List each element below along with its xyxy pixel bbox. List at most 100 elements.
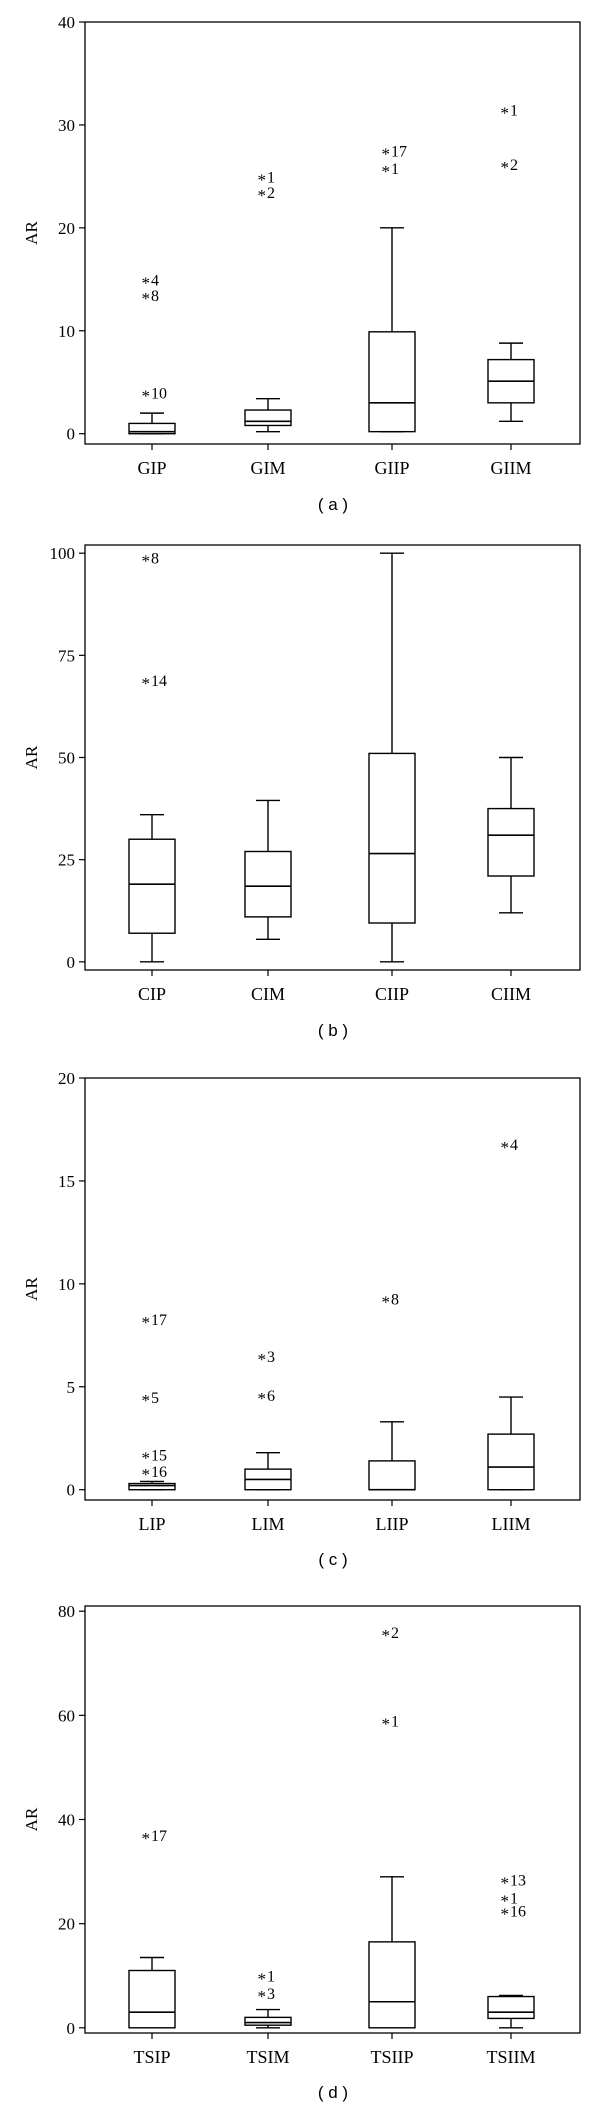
iqr-box [244, 2016, 292, 2026]
outlier-marker: * [258, 1970, 267, 1989]
outlier-label: 2 [510, 157, 518, 174]
box-GIM [244, 398, 292, 433]
outlier-marker: * [258, 186, 267, 205]
panel-caption: ( a ) [318, 495, 348, 514]
outlier-marker: * [501, 158, 510, 177]
x-tick-label: GIIP [375, 458, 410, 478]
outlier-marker: * [142, 1313, 151, 1332]
box-CIIP [368, 552, 416, 963]
outlier-marker: * [142, 387, 151, 406]
outlier-label: 13 [510, 1872, 526, 1889]
iqr-box [128, 1969, 176, 2029]
outlier-marker: * [501, 103, 510, 122]
x-tick-label: TSIIP [370, 2047, 413, 2067]
x-tick-label: LIM [252, 1514, 285, 1534]
y-tick-label: 40 [58, 1811, 75, 1830]
plot-frame [84, 1077, 581, 1501]
x-tick-label: TSIP [133, 2047, 170, 2067]
y-tick-label: 0 [67, 953, 76, 972]
x-tick-label: GIM [251, 458, 286, 478]
plot-frame [84, 21, 581, 445]
outlier-label: 15 [151, 1448, 167, 1465]
outlier-label: 17 [151, 1828, 167, 1845]
y-axis-label: AR [22, 745, 41, 769]
outlier-marker: * [382, 145, 391, 164]
panel-caption: ( d ) [318, 2083, 348, 2102]
panel-caption: ( b ) [318, 1021, 348, 1040]
iqr-box [368, 331, 416, 433]
box-CIM [244, 799, 292, 941]
box-GIIP [368, 227, 416, 433]
outlier-marker: * [142, 1391, 151, 1410]
iqr-box [368, 752, 416, 924]
outlier-label: 16 [151, 1464, 167, 1481]
box-LIM [244, 1451, 292, 1491]
y-axis-label: AR [22, 1807, 41, 1831]
x-tick-label: LIIM [492, 1514, 531, 1534]
iqr-box [487, 1995, 535, 2020]
outlier-label: 8 [391, 1291, 399, 1308]
box-TSIIP [368, 1876, 416, 2029]
iqr-box [368, 1941, 416, 2029]
outlier-label: 2 [267, 185, 275, 202]
outlier-marker: * [142, 1449, 151, 1468]
outlier-marker: * [142, 273, 151, 292]
outlier-marker: * [501, 1892, 510, 1911]
outlier-marker: * [501, 1138, 510, 1157]
y-tick-label: 15 [58, 1172, 75, 1191]
y-tick-label: 20 [58, 1069, 75, 1088]
outlier-label: 1 [267, 169, 275, 186]
x-tick-label: LIP [139, 1514, 166, 1534]
outlier-label: 8 [151, 550, 159, 567]
box-CIIM [487, 756, 535, 914]
outlier-label: 3 [267, 1986, 275, 2003]
outlier-label: 1 [267, 1969, 275, 1986]
y-tick-label: 50 [58, 749, 75, 768]
outlier-label: 1 [510, 1891, 518, 1908]
outlier-marker: * [382, 1715, 391, 1734]
outlier-label: 10 [151, 386, 167, 403]
y-tick-label: 10 [58, 1275, 75, 1294]
outlier-marker: * [142, 551, 151, 570]
y-tick-label: 20 [58, 1915, 75, 1934]
iqr-box [128, 838, 176, 934]
box-TSIM [244, 2008, 292, 2029]
box-GIP [128, 412, 176, 435]
plot-frame [84, 1605, 581, 2034]
x-tick-label: CIIM [491, 984, 531, 1004]
iqr-box [487, 807, 535, 877]
outlier-marker: * [382, 1292, 391, 1311]
box-CIP [128, 814, 176, 963]
outlier-label: 17 [151, 1312, 167, 1329]
box-GIIM [487, 342, 535, 423]
box-LIIM [487, 1396, 535, 1491]
outlier-label: 5 [151, 1390, 159, 1407]
iqr-box [368, 1460, 416, 1491]
outlier-marker: * [501, 1905, 510, 1924]
outlier-label: 17 [391, 144, 407, 161]
box-LIIP [368, 1421, 416, 1491]
outlier-label: 4 [510, 1137, 518, 1154]
x-tick-label: GIIM [491, 458, 532, 478]
y-axis-label: AR [22, 1277, 41, 1301]
x-tick-label: CIP [138, 984, 166, 1004]
outlier-label: 6 [267, 1388, 275, 1405]
outlier-label: 3 [267, 1349, 275, 1366]
outlier-marker: * [142, 1465, 151, 1484]
y-tick-label: 5 [67, 1378, 76, 1397]
x-tick-label: GIP [137, 458, 166, 478]
y-axis-label: AR [22, 221, 41, 245]
iqr-box [244, 409, 292, 427]
y-tick-label: 0 [67, 425, 76, 444]
outlier-label: 1 [391, 161, 399, 178]
iqr-box [487, 1433, 535, 1491]
outlier-label: 8 [151, 288, 159, 305]
outlier-label: 1 [510, 102, 518, 119]
x-tick-label: CIM [251, 984, 285, 1004]
y-tick-label: 40 [58, 13, 75, 32]
iqr-box [244, 850, 292, 918]
box-TSIP [128, 1956, 176, 2029]
